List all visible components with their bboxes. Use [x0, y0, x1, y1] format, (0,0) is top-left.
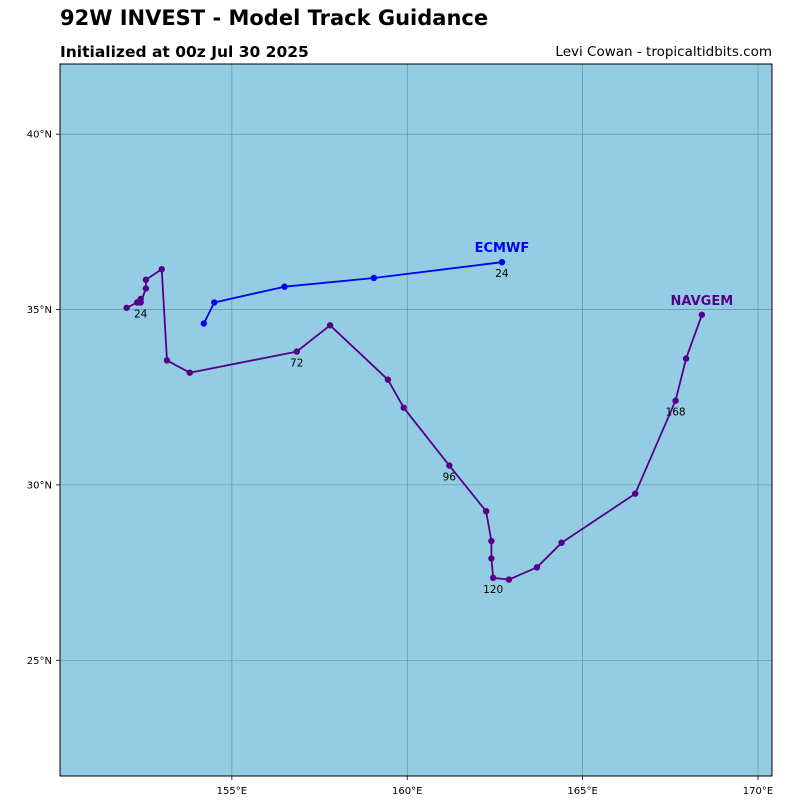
x-tick-label: 170°E	[743, 786, 773, 797]
track-point	[137, 299, 144, 306]
track-point	[158, 265, 165, 273]
track-point	[163, 357, 171, 364]
y-tick-label: 30°N	[27, 480, 52, 491]
grid-lines	[60, 64, 772, 776]
model-name-label: NAVGEM	[671, 294, 734, 309]
forecast-hour-label: 168	[666, 407, 686, 419]
x-tick-label: 165°E	[567, 786, 597, 797]
track-ecmwf: 24 ECMWF	[200, 241, 530, 327]
track-point	[488, 537, 495, 545]
track-point	[370, 274, 378, 282]
forecast-hour-label: 24	[134, 309, 148, 321]
track-point	[682, 355, 690, 362]
forecast-hour-label: 24	[495, 268, 509, 280]
track-point	[123, 304, 130, 311]
track-point	[488, 555, 495, 562]
forecast-hour-label: 120	[483, 584, 503, 596]
track-point	[142, 276, 150, 283]
track-point	[533, 564, 541, 571]
track-lines: 24 ECMWF 24 72 96 120 168 NAVGEM	[123, 241, 733, 596]
track-point	[505, 576, 513, 583]
track-navgem: 24 72 96 120 168 NAVGEM	[123, 265, 734, 596]
track-point	[489, 574, 497, 582]
credit-text: Levi Cowan - tropicaltidbits.com	[555, 44, 772, 60]
track-point	[632, 490, 639, 497]
track-point	[498, 258, 506, 266]
track-point	[211, 299, 218, 306]
track-point	[446, 462, 453, 469]
y-tick-label: 35°N	[27, 305, 52, 316]
track-point	[558, 539, 565, 546]
track-point	[400, 404, 407, 411]
track-point	[482, 507, 490, 515]
map-ocean-background	[59, 63, 773, 777]
model-name-label: ECMWF	[475, 241, 530, 256]
chart-subtitle: Initialized at 00z Jul 30 2025	[60, 43, 309, 61]
x-tick-label: 160°E	[392, 786, 422, 797]
map-frame	[59, 63, 773, 777]
track-point	[293, 348, 300, 355]
x-tick-label: 155°E	[217, 786, 247, 797]
forecast-hour-label: 96	[443, 472, 457, 484]
track-point	[200, 320, 208, 327]
track-point	[326, 322, 334, 329]
forecast-hour-label: 72	[290, 358, 303, 370]
track-point	[698, 311, 706, 318]
y-tick-label: 25°N	[27, 656, 52, 667]
chart-title: 92W INVEST - Model Track Guidance	[60, 6, 489, 30]
track-point	[672, 397, 679, 404]
track-point	[186, 369, 193, 376]
axis-ticks: 155°E 160°E 165°E 170°E 25°N 30°N 35°N 40°N	[27, 130, 773, 797]
track-point	[142, 285, 150, 292]
track-point	[281, 283, 288, 290]
y-tick-label: 40°N	[27, 130, 52, 141]
track-point	[384, 376, 392, 383]
